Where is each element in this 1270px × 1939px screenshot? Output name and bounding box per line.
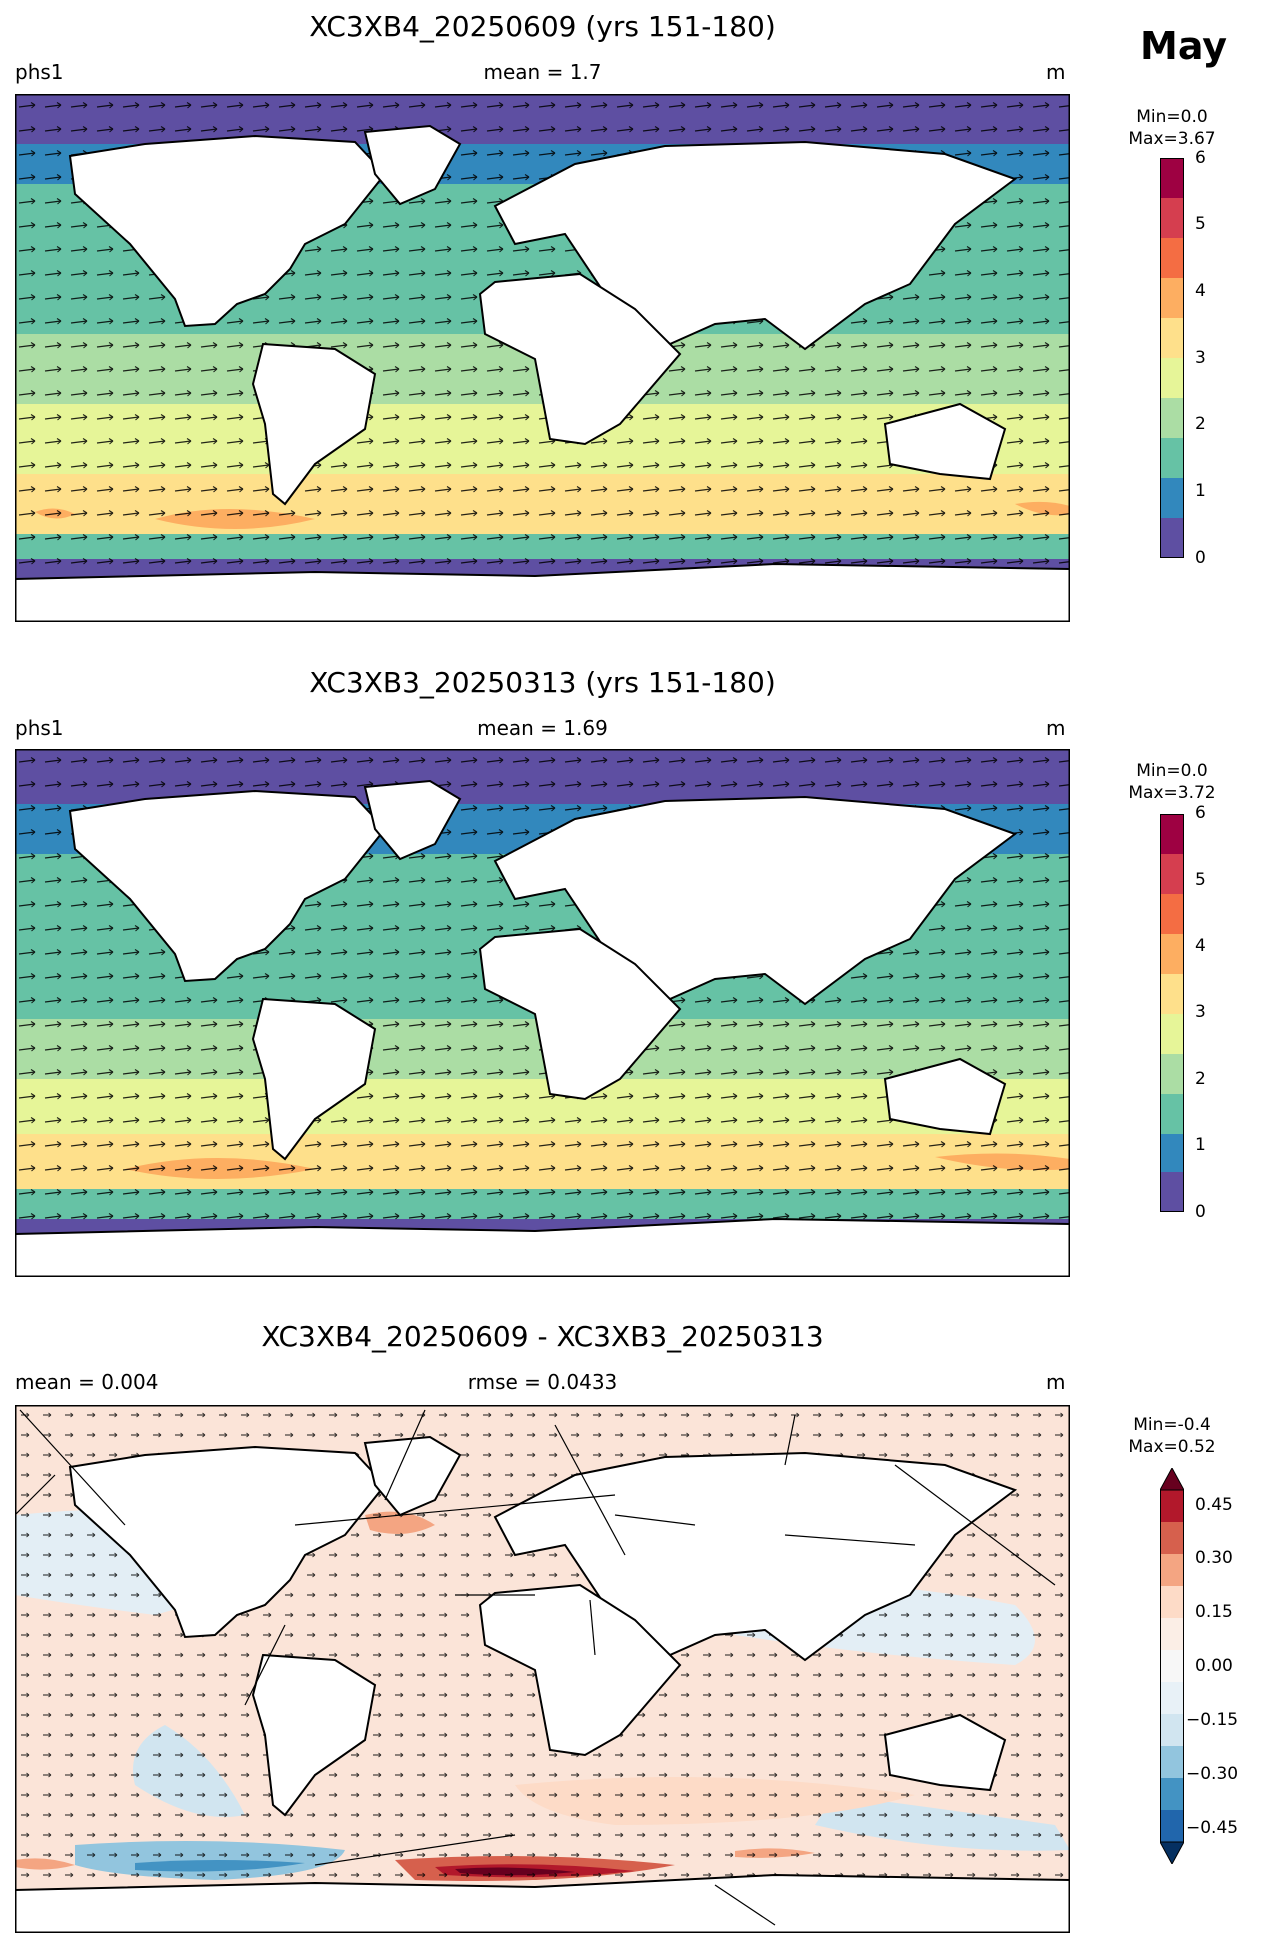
panel-1-colorbar [1160,158,1184,558]
panel-2-tick-label: 3 [1195,1002,1206,1022]
panel-1-unit-label: m [1046,60,1066,84]
panel-2-land-masses [15,779,1070,1277]
panel-3-colorbar-max: Max=0.52 [1128,1437,1216,1457]
panel-2-map [15,749,1070,1277]
panel-3-map [15,1405,1070,1933]
panel-3-tick-label: −0.45 [1186,1818,1239,1838]
panel-2-tick-label: 2 [1195,1069,1206,1089]
panel-1-colorbar-min: Min=0.0 [1136,107,1208,127]
panel-3-colorbar [1160,1468,1184,1864]
panel-3-mean-label: mean = 0.004 [15,1370,159,1394]
panel-3-tick-label: −0.15 [1186,1710,1239,1730]
panel-2-tick-label: 5 [1195,870,1206,890]
panel-1-tick-label: 3 [1195,348,1206,368]
panel-2-tick-label: 4 [1195,936,1206,956]
panel-1-tick-label: 4 [1195,281,1206,301]
panel-2-colorbar [1160,814,1184,1212]
panel-3-tick-label: −0.30 [1186,1764,1239,1784]
panel-1-tick-label: 5 [1195,214,1206,234]
panel-2-colorbar-min: Min=0.0 [1136,761,1208,781]
panel-2-variable-label: phs1 [15,716,64,740]
panel-2-mean-label: mean = 1.69 [477,716,608,740]
panel-2-tick-label: 6 [1195,803,1206,823]
panel-2-unit-label: m [1046,716,1066,740]
panel-1-map [15,94,1070,622]
panel-1-tick-label: 2 [1195,414,1206,434]
panel-1-land-masses [15,124,1070,622]
panel-3-tick-label: 0.30 [1195,1548,1233,1568]
panel-3-unit-label: m [1046,1370,1066,1394]
panel-1-variable-label: phs1 [15,60,64,84]
panel-3-tick-label: 0.45 [1195,1495,1233,1515]
panel-3-colorbar-min: Min=-0.4 [1133,1415,1211,1435]
panel-3-land-masses [15,1435,1070,1933]
month-label: May [1140,24,1228,68]
panel-3-tick-label: 0.15 [1195,1602,1233,1622]
panel-3-rmse-label: rmse = 0.0433 [467,1370,618,1394]
panel-1-tick-label: 0 [1195,548,1206,568]
panel-2-tick-label: 1 [1195,1135,1206,1155]
panel-3-title: XC3XB4_20250609 - XC3XB3_20250313 [261,1320,824,1353]
panel-1-mean-label: mean = 1.7 [483,60,602,84]
panel-1-tick-label: 1 [1195,481,1206,501]
panel-1-colorbar-max: Max=3.67 [1128,129,1216,149]
panel-2-colorbar-max: Max=3.72 [1128,783,1216,803]
panel-2-title: XC3XB3_20250313 (yrs 151-180) [309,666,776,699]
panel-2-tick-label: 0 [1195,1202,1206,1222]
panel-1-title: XC3XB4_20250609 (yrs 151-180) [309,10,776,43]
panel-1-tick-label: 6 [1195,148,1206,168]
panel-3-tick-label: 0.00 [1195,1656,1233,1676]
panel-3-large-vectors [15,1409,1056,1926]
